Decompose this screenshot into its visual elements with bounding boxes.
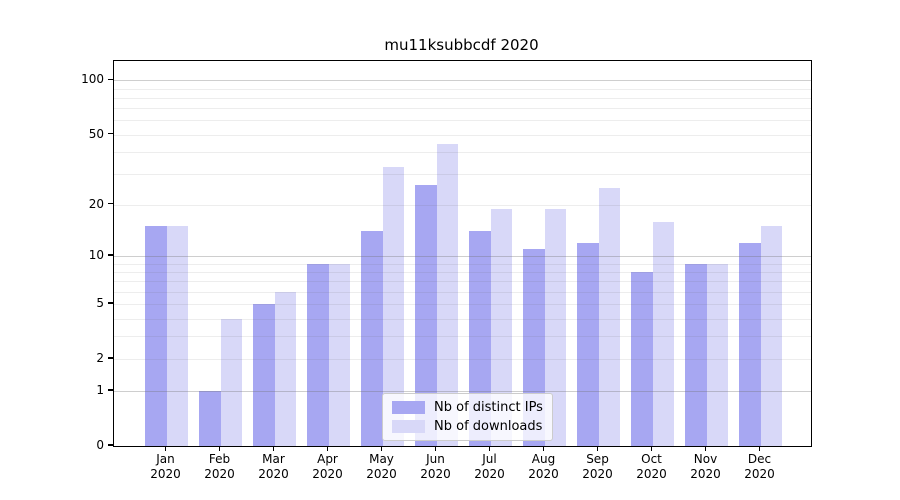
plot-area: Nb of distinct IPs Nb of downloads xyxy=(113,60,812,447)
x-axis-tick xyxy=(434,446,437,452)
x-axis-tick xyxy=(596,446,599,452)
y-tick-label: 1 xyxy=(96,383,104,398)
bar-distinct-ips-feb xyxy=(199,391,221,446)
y-axis-tick xyxy=(108,132,113,135)
x-axis-tick xyxy=(704,446,707,452)
bar-downloads-nov xyxy=(706,263,728,446)
bar-downloads-dec xyxy=(760,226,782,446)
x-tick-label: Oct 2020 xyxy=(636,452,667,481)
legend-label-downloads: Nb of downloads xyxy=(434,419,543,434)
x-axis-tick xyxy=(380,446,383,452)
x-axis-tick xyxy=(542,446,545,452)
minor-gridline xyxy=(114,88,811,90)
bar-distinct-ips-jan xyxy=(145,226,167,446)
x-axis-tick xyxy=(650,446,653,452)
bar-downloads-aug xyxy=(544,208,566,446)
y-axis-tick xyxy=(108,357,113,359)
x-tick-label: Jan 2020 xyxy=(150,452,181,481)
bar-distinct-ips-oct xyxy=(631,271,653,446)
bar-distinct-ips-mar xyxy=(253,304,275,446)
legend-row-distinct-ips: Nb of distinct IPs xyxy=(392,400,543,415)
bar-distinct-ips-apr xyxy=(307,263,329,446)
y-tick-label: 50 xyxy=(88,126,104,141)
y-tick-label: 20 xyxy=(88,196,104,211)
legend: Nb of distinct IPs Nb of downloads xyxy=(382,393,553,441)
x-axis-tick xyxy=(488,446,491,452)
y-tick-label: 2 xyxy=(96,351,104,365)
bar-distinct-ips-jul xyxy=(469,231,491,446)
x-tick-label: Apr 2020 xyxy=(312,452,343,481)
bar-distinct-ips-dec xyxy=(739,242,761,446)
chart-title: mu11ksubbcdf 2020 xyxy=(384,36,539,54)
x-tick-label: May 2020 xyxy=(366,452,397,481)
y-axis-tick xyxy=(108,78,113,81)
y-axis-tick xyxy=(108,203,113,205)
x-axis-tick xyxy=(218,446,221,452)
bar-downloads-mar xyxy=(274,291,296,446)
y-axis-tick xyxy=(108,444,113,446)
x-tick-label: Jul 2020 xyxy=(474,452,505,481)
x-tick-label: Jun 2020 xyxy=(420,452,451,481)
x-axis-tick xyxy=(272,446,275,452)
x-axis-tick xyxy=(326,446,329,452)
x-axis-tick xyxy=(164,446,167,452)
bar-downloads-sep xyxy=(598,187,620,446)
minor-gridline xyxy=(114,134,811,136)
minor-gridline xyxy=(114,204,811,206)
x-tick-label: Nov 2020 xyxy=(690,452,721,481)
legend-swatch-distinct-ips xyxy=(392,401,425,414)
bar-downloads-jul xyxy=(490,208,512,446)
bar-distinct-ips-sep xyxy=(577,242,599,446)
y-axis-tick xyxy=(108,302,113,304)
x-tick-label: Mar 2020 xyxy=(258,452,289,481)
legend-label-distinct-ips: Nb of distinct IPs xyxy=(434,400,543,415)
x-tick-label: Feb 2020 xyxy=(204,452,235,481)
legend-row-downloads: Nb of downloads xyxy=(392,419,543,434)
bar-distinct-ips-nov xyxy=(685,263,707,446)
y-tick-label: 10 xyxy=(88,248,104,262)
y-tick-label: 0 xyxy=(96,438,104,452)
bar-downloads-may xyxy=(382,166,404,446)
bar-downloads-oct xyxy=(652,221,674,446)
minor-gridline xyxy=(114,108,811,110)
bar-downloads-apr xyxy=(328,263,350,446)
bar-downloads-jun xyxy=(436,144,458,446)
major-gridline xyxy=(114,80,811,82)
x-tick-label: Aug 2020 xyxy=(528,452,559,481)
major-gridline xyxy=(114,256,811,257)
bar-downloads-feb xyxy=(220,318,242,446)
legend-swatch-downloads xyxy=(392,420,425,433)
x-tick-label: Dec 2020 xyxy=(744,452,775,481)
y-axis-tick xyxy=(108,254,113,256)
y-tick-label: 100 xyxy=(81,72,104,87)
x-axis-tick xyxy=(758,446,761,452)
bar-distinct-ips-jun xyxy=(415,184,437,446)
minor-gridline xyxy=(114,120,811,122)
minor-gridline xyxy=(114,174,811,175)
y-axis-tick xyxy=(108,389,113,391)
y-tick-label: 5 xyxy=(96,296,104,311)
bar-distinct-ips-may xyxy=(361,231,383,446)
x-tick-label: Sep 2020 xyxy=(582,452,613,481)
minor-gridline xyxy=(114,151,811,153)
bar-downloads-jan xyxy=(166,226,188,446)
minor-gridline xyxy=(114,97,811,99)
